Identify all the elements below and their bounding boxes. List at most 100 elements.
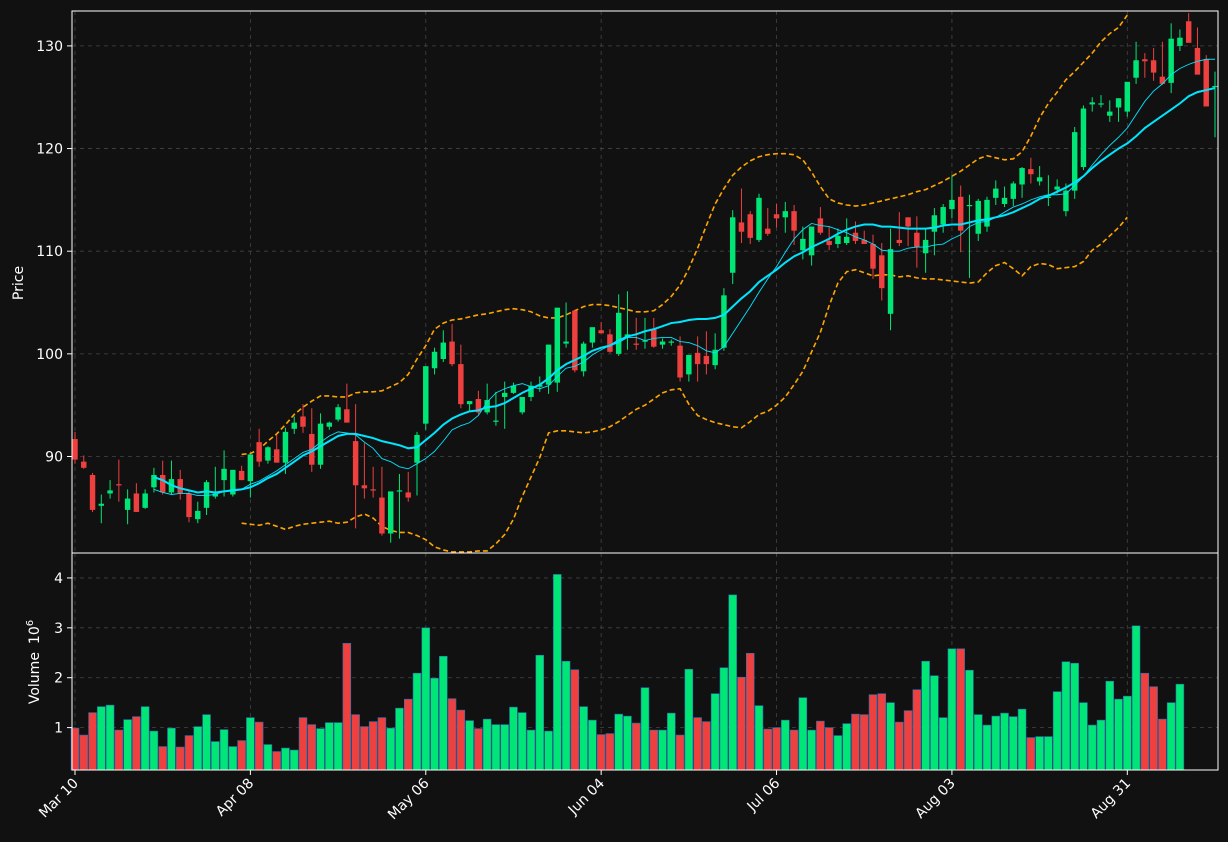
candle-body	[686, 354, 692, 375]
candle-body	[1150, 60, 1157, 73]
candle-body	[177, 479, 183, 494]
volume-bar	[1114, 698, 1123, 771]
volume-bar	[79, 734, 89, 771]
candle	[1177, 29, 1183, 52]
candle-body	[282, 431, 289, 463]
volume-bar	[281, 747, 290, 771]
candle	[484, 383, 490, 415]
candle-body	[896, 239, 903, 243]
candle-body	[107, 490, 113, 494]
volume-bar	[1105, 680, 1115, 771]
candle	[98, 494, 105, 524]
volume-bar	[1175, 683, 1185, 771]
candle	[598, 322, 604, 334]
candle-body	[142, 493, 148, 508]
volume-bar	[684, 668, 694, 771]
candle	[1212, 71, 1218, 138]
volume-bar	[605, 733, 615, 771]
candle	[966, 194, 973, 278]
candle-body	[1071, 132, 1078, 191]
candle	[887, 228, 894, 331]
volume-bar	[1096, 719, 1106, 771]
candle	[729, 210, 736, 285]
candle-body	[458, 364, 464, 405]
volume-bar	[105, 704, 115, 771]
volume-bar	[97, 706, 106, 771]
candle	[1133, 41, 1139, 84]
candle	[957, 185, 964, 253]
candle-body	[528, 385, 534, 397]
volume-axis-title: Volume 106	[25, 620, 43, 704]
candle-body	[291, 422, 297, 429]
candle-body	[1001, 197, 1008, 204]
volume-bars	[70, 574, 1185, 771]
candle	[449, 324, 455, 367]
volume-bar	[219, 729, 229, 771]
candle	[501, 381, 508, 429]
candle	[1080, 105, 1087, 171]
candle-body	[396, 490, 403, 492]
volume-bar	[1000, 712, 1009, 771]
candle	[712, 333, 718, 370]
candle	[466, 401, 473, 412]
candle-body	[791, 211, 797, 231]
candle-body	[151, 474, 157, 488]
candle-body	[361, 485, 368, 489]
candle-body	[1028, 169, 1034, 175]
candle-body	[966, 205, 973, 207]
volume-bar	[579, 706, 588, 771]
candle	[352, 404, 359, 529]
volume-bar	[1149, 686, 1158, 771]
candle-body	[133, 493, 140, 512]
price-y-tick-label: 130	[36, 39, 63, 55]
candle-body	[703, 355, 710, 365]
candle	[528, 381, 534, 402]
volume-bar	[895, 721, 904, 771]
volume-bar	[114, 729, 124, 771]
volume-bar	[693, 717, 702, 771]
volume-y-tick-label: 3	[54, 621, 63, 637]
candle-body	[265, 447, 271, 461]
volume-bar	[1087, 724, 1097, 771]
volume-bar	[237, 740, 246, 771]
candle	[1203, 55, 1209, 107]
candle-body	[598, 330, 604, 334]
candle	[677, 336, 683, 382]
candle	[335, 404, 341, 422]
volume-bar	[526, 729, 536, 771]
bollinger-band-line	[241, 14, 1128, 456]
candle-body	[914, 232, 920, 248]
candle-body	[186, 493, 192, 518]
candle-body	[405, 492, 411, 498]
candle	[922, 228, 929, 273]
candle	[221, 450, 227, 497]
candle-body	[440, 342, 447, 359]
volume-bar	[298, 717, 308, 771]
candle	[116, 459, 122, 502]
candle	[230, 469, 236, 497]
candle-body	[1054, 186, 1060, 190]
volume-bar	[202, 714, 211, 771]
candle	[493, 391, 499, 426]
volume-bar	[1158, 718, 1167, 771]
candle	[1019, 167, 1025, 198]
candle	[800, 226, 806, 260]
volume-bar	[710, 693, 720, 771]
candle	[300, 404, 306, 433]
candle-body	[843, 236, 850, 243]
volume-bar	[254, 721, 264, 771]
candle	[835, 228, 841, 249]
volume-bar	[1123, 695, 1132, 771]
volume-bar	[982, 724, 992, 771]
candle-body	[572, 310, 578, 371]
candle	[668, 339, 675, 346]
candle-body	[738, 222, 745, 232]
volume-bar	[833, 735, 843, 771]
volume-bar	[719, 667, 729, 771]
candle	[589, 327, 596, 348]
volume-bar	[544, 730, 553, 771]
volume-bar	[789, 729, 799, 771]
volume-bar	[491, 724, 501, 771]
volume-bar	[824, 727, 834, 771]
candle-body	[1185, 21, 1192, 43]
